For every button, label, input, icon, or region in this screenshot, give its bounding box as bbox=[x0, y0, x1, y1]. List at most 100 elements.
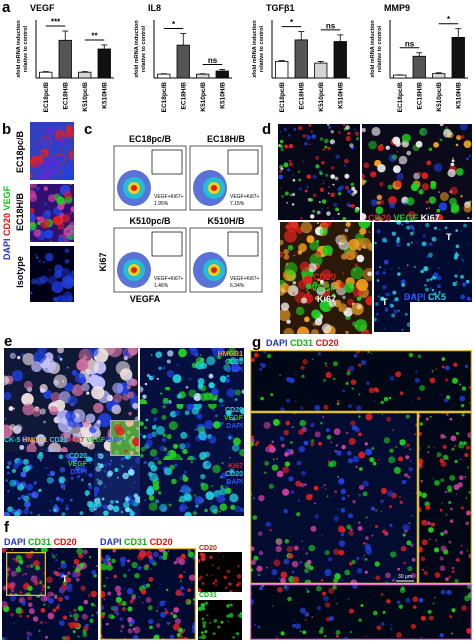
cell bbox=[371, 534, 374, 537]
cell bbox=[321, 323, 332, 334]
cell bbox=[353, 189, 358, 194]
cell bbox=[89, 374, 101, 386]
cell bbox=[440, 478, 445, 483]
cell bbox=[230, 603, 233, 607]
cell bbox=[213, 619, 218, 623]
cell bbox=[324, 602, 331, 608]
cell bbox=[386, 490, 394, 497]
cell bbox=[463, 204, 472, 213]
cell bbox=[454, 459, 458, 464]
cell bbox=[344, 228, 349, 233]
cell bbox=[374, 317, 377, 322]
cell bbox=[341, 253, 348, 260]
cell bbox=[316, 222, 319, 224]
cell bbox=[401, 283, 405, 287]
cell bbox=[352, 499, 356, 504]
cell bbox=[140, 446, 146, 452]
cell bbox=[55, 496, 60, 501]
cell bbox=[219, 503, 228, 511]
cell bbox=[333, 489, 338, 494]
cell bbox=[413, 605, 417, 609]
cell bbox=[292, 178, 296, 182]
cell bbox=[50, 144, 55, 149]
cell bbox=[453, 362, 458, 368]
cell bbox=[362, 480, 369, 487]
cell bbox=[114, 467, 119, 473]
cell bbox=[433, 163, 443, 172]
cell bbox=[22, 508, 29, 515]
cell bbox=[338, 234, 348, 243]
cell bbox=[435, 213, 444, 220]
cell bbox=[371, 447, 375, 451]
cell bbox=[168, 421, 178, 431]
cell bbox=[67, 395, 78, 406]
cell bbox=[94, 506, 98, 509]
cell bbox=[306, 133, 308, 136]
cell bbox=[13, 407, 15, 410]
cell bbox=[103, 598, 106, 601]
cell bbox=[406, 540, 412, 546]
cell bbox=[314, 502, 317, 505]
cell bbox=[100, 590, 106, 599]
stain: CD20 bbox=[150, 537, 173, 547]
cell bbox=[431, 236, 437, 242]
cell bbox=[439, 565, 446, 572]
cell bbox=[227, 620, 230, 623]
cell bbox=[292, 291, 296, 296]
cell bbox=[232, 636, 235, 639]
cell bbox=[323, 379, 327, 382]
cell bbox=[179, 443, 186, 450]
cell bbox=[254, 442, 258, 446]
cell bbox=[347, 189, 352, 194]
cell bbox=[115, 611, 120, 616]
cell bbox=[123, 607, 126, 609]
cell bbox=[221, 422, 224, 424]
cell bbox=[57, 348, 65, 354]
cell bbox=[228, 612, 234, 618]
stain: CD20 bbox=[2, 213, 12, 236]
cell bbox=[103, 463, 108, 467]
cell bbox=[283, 558, 290, 565]
cell bbox=[9, 479, 17, 487]
cell bbox=[455, 229, 459, 232]
cell bbox=[304, 619, 307, 621]
cell bbox=[11, 548, 14, 551]
cell bbox=[6, 465, 10, 469]
cell bbox=[178, 574, 184, 579]
stain-legend: DAPI CD31 CD20 bbox=[266, 338, 339, 348]
cell bbox=[348, 513, 354, 519]
cell bbox=[75, 577, 80, 582]
cell bbox=[131, 486, 133, 488]
cell bbox=[377, 295, 380, 298]
cell bbox=[64, 635, 71, 640]
cell bbox=[38, 452, 44, 456]
cell bbox=[159, 445, 166, 452]
cell bbox=[97, 413, 112, 427]
cell bbox=[88, 473, 93, 478]
cell bbox=[52, 608, 57, 613]
cell bbox=[119, 556, 127, 564]
cell bbox=[383, 396, 389, 402]
cell bbox=[358, 467, 363, 471]
cell bbox=[50, 500, 52, 503]
cell bbox=[37, 157, 44, 164]
cell bbox=[99, 454, 102, 458]
cell bbox=[219, 404, 224, 408]
cell bbox=[170, 611, 174, 616]
stain: DAPI bbox=[4, 537, 26, 547]
cell bbox=[265, 521, 272, 528]
cell bbox=[333, 282, 342, 290]
cell bbox=[35, 565, 41, 571]
cell bbox=[77, 430, 92, 445]
gate bbox=[151, 149, 183, 175]
cell bbox=[64, 382, 74, 392]
micrograph bbox=[250, 412, 418, 584]
cell bbox=[376, 200, 381, 205]
plot-title: K510H/B bbox=[207, 216, 245, 226]
cell bbox=[293, 545, 299, 551]
cell bbox=[103, 469, 107, 473]
cell bbox=[392, 299, 396, 303]
cell bbox=[70, 206, 74, 213]
cell bbox=[281, 195, 284, 198]
cell bbox=[59, 466, 66, 473]
